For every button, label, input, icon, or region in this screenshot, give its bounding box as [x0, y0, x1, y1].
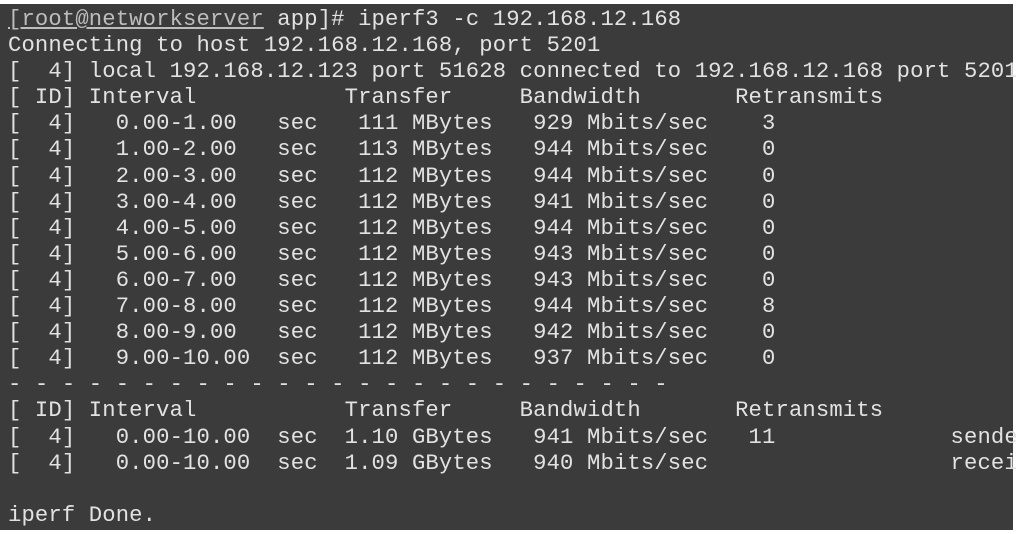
terminal-line: [ 4] 5.00-6.00 sec 112 MBytes 943 Mbits/…	[8, 241, 776, 267]
terminal-line: [ 4] 0.00-1.00 sec 111 MBytes 929 Mbits/…	[8, 111, 776, 137]
terminal-line: Connecting to host 192.168.12.168, port …	[8, 33, 601, 59]
terminal-line: [ 4] 9.00-10.00 sec 112 MBytes 937 Mbits…	[8, 346, 776, 372]
terminal-line: [ 4] 0.00-10.00 sec 1.10 GBytes 941 Mbit…	[8, 424, 1016, 450]
terminal-line: iperf Done.	[8, 502, 157, 528]
prompt-user-host: [root@networkserver	[8, 7, 264, 32]
terminal-line: [ ID] Interval Transfer Bandwidth Retran…	[8, 398, 884, 424]
terminal-line	[8, 477, 1016, 503]
terminal-line: [ 4] 6.00-7.00 sec 112 MBytes 943 Mbits/…	[8, 267, 776, 293]
terminal-line: [ 4] 0.00-10.00 sec 1.09 GBytes 940 Mbit…	[8, 450, 1016, 476]
terminal-line: [ 4] 8.00-9.00 sec 112 MBytes 942 Mbits/…	[8, 320, 776, 346]
terminal-line: [ 4] 7.00-8.00 sec 112 MBytes 944 Mbits/…	[8, 294, 776, 320]
terminal-line: [ 4] 3.00-4.00 sec 112 MBytes 941 Mbits/…	[8, 189, 776, 215]
terminal-line: [ 4] 1.00-2.00 sec 113 MBytes 944 Mbits/…	[8, 137, 776, 163]
terminal-window[interactable]: [root@networkserver app]# iperf3 -c 192.…	[0, 4, 1016, 530]
terminal-line: [ 4] 4.00-5.00 sec 112 MBytes 944 Mbits/…	[8, 215, 776, 241]
prompt-line: [root@networkserver app]# iperf3 -c 192.…	[8, 7, 1016, 33]
terminal-line: [ ID] Interval Transfer Bandwidth Retran…	[8, 85, 884, 111]
terminal-line: [ 4] 2.00-3.00 sec 112 MBytes 944 Mbits/…	[8, 163, 776, 189]
prompt-command: app]# iperf3 -c 192.168.12.168	[263, 7, 682, 32]
terminal-output: [root@networkserver app]# iperf3 -c 192.…	[8, 7, 1016, 529]
terminal-line: [ 4] local 192.168.12.123 port 51628 con…	[8, 59, 1016, 85]
terminal-line: - - - - - - - - - - - - - - - - - - - - …	[8, 372, 668, 398]
